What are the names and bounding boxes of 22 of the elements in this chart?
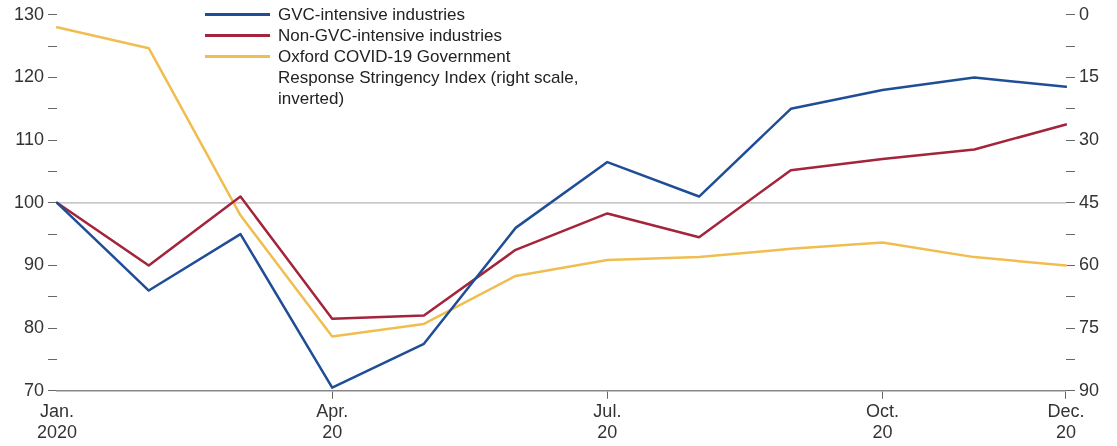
y-tick-label: 90 (24, 254, 45, 275)
x-tick-label: Dec. 20 (1047, 400, 1085, 443)
y-tick-label: 120 (13, 66, 45, 87)
y-tick-label: 100 (13, 191, 45, 212)
x-tick-label: Oct. 20 (866, 400, 900, 443)
y2-tick-label: 45 (1078, 191, 1100, 212)
y-tick-label: 70 (24, 379, 45, 400)
y2-tick-label: 0 (1078, 3, 1089, 24)
legend-label: GVC-intensive industries (278, 4, 466, 25)
y-tick-label: 80 (24, 317, 45, 338)
y-tick-label: 130 (13, 3, 45, 24)
legend-label: Non-GVC-intensive industries (278, 25, 502, 46)
x-tick-label: Jan. 2020 (37, 400, 78, 443)
y2-tick-label: 60 (1078, 254, 1100, 275)
y2-tick-label: 15 (1078, 66, 1100, 87)
y2-tick-label: 90 (1078, 379, 1100, 400)
x-tick-label: Jul. 20 (593, 400, 622, 443)
x-tick-label: Apr. 20 (316, 400, 349, 443)
y2-tick-label: 30 (1078, 129, 1100, 150)
legend-label: Oxford COVID-19 Government Response Stringency Index (right scale, inverted) (278, 46, 580, 109)
y-tick-label: 110 (15, 129, 45, 150)
y2-tick-label: 75 (1078, 317, 1100, 338)
